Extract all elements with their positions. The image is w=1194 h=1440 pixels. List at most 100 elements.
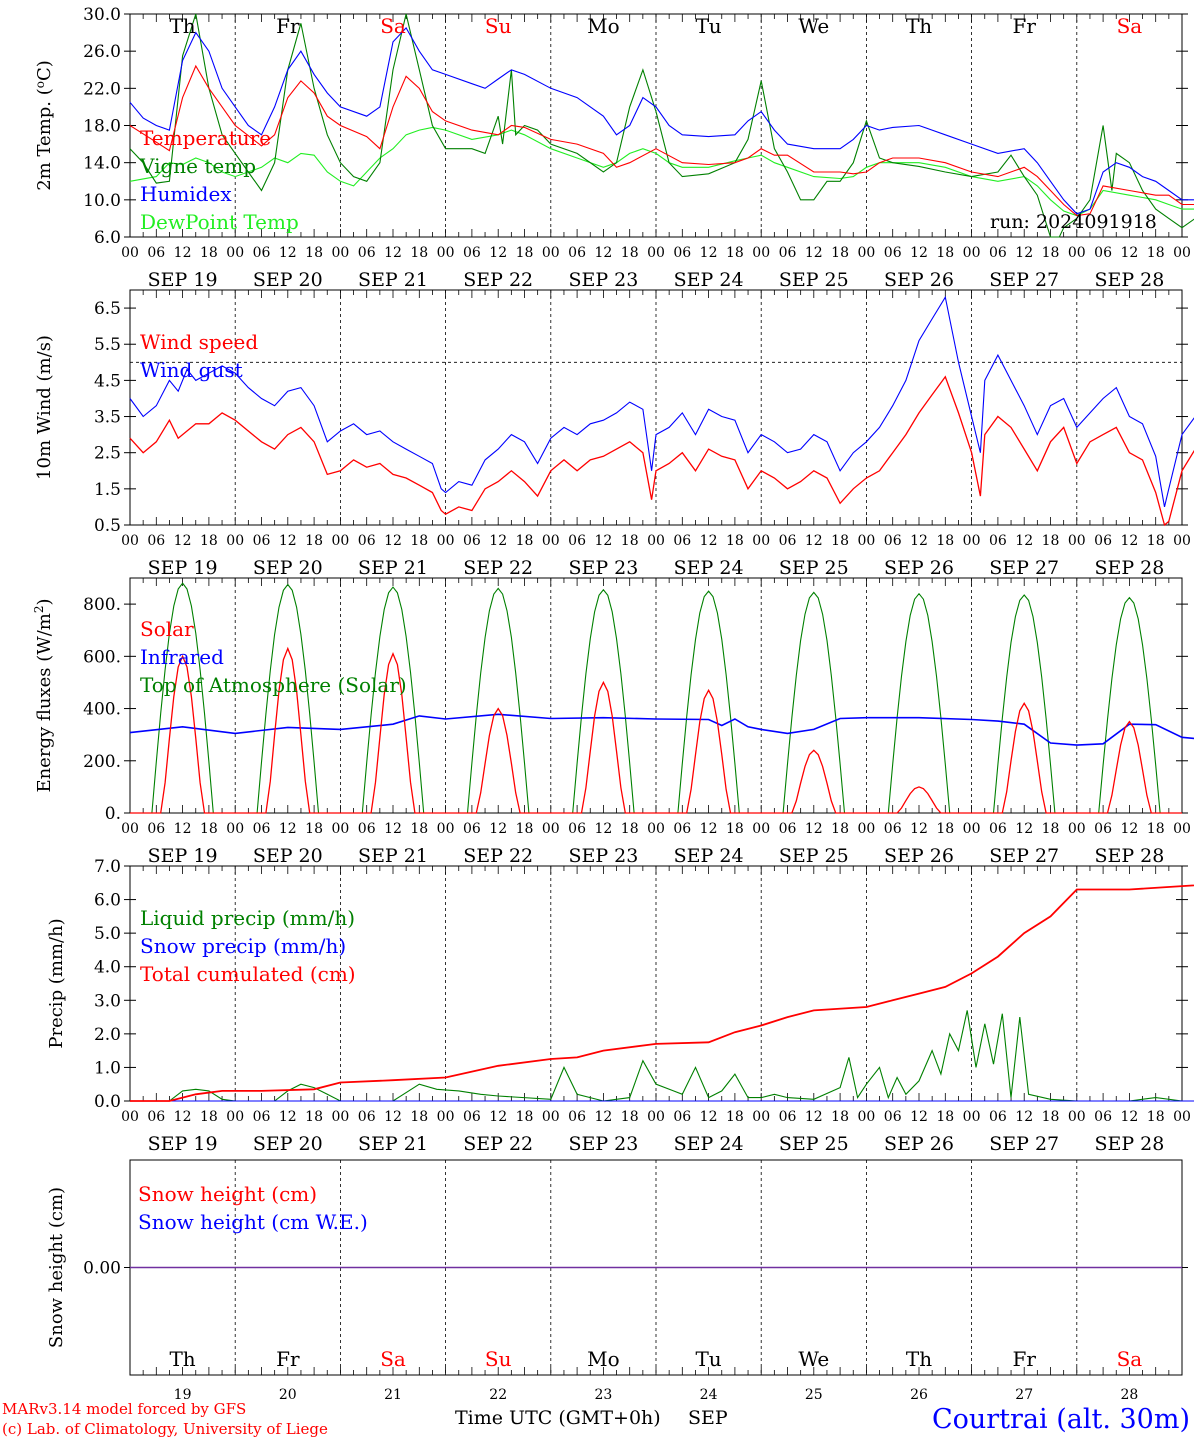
hour-tick-label: 12 — [174, 245, 192, 261]
day-of-week-label: Fr — [276, 14, 300, 38]
y-tick-label: 6.0 — [94, 228, 121, 248]
date-label: SEP 21 — [358, 557, 428, 579]
y-tick-label: 600. — [83, 647, 121, 667]
hour-tick-label: 06 — [253, 1109, 271, 1125]
date-label: SEP 28 — [1094, 1133, 1164, 1155]
hour-tick-label: 00 — [752, 1109, 770, 1125]
date-label: SEP 24 — [674, 845, 744, 867]
hour-tick-label: 06 — [989, 821, 1007, 837]
hour-tick-label: 00 — [1068, 245, 1086, 261]
hour-tick-label: 12 — [594, 1109, 612, 1125]
date-label: SEP 22 — [463, 557, 533, 579]
day-number-label: 22 — [489, 1387, 507, 1403]
y-tick-label: 7.0 — [94, 857, 121, 877]
day-of-week-label: Th — [906, 14, 932, 38]
y-axis-label: 10m Wind (m/s) — [34, 335, 55, 480]
hour-tick-label: 00 — [1173, 821, 1191, 837]
hour-tick-label: 00 — [963, 245, 981, 261]
date-label: SEP 20 — [253, 557, 323, 579]
date-label: SEP 26 — [884, 1133, 954, 1155]
y-tick-label: 26.0 — [83, 42, 121, 62]
run-label: run: 2024091918 — [990, 211, 1157, 233]
date-label: SEP 25 — [779, 845, 849, 867]
hour-tick-label: 06 — [568, 1109, 586, 1125]
hour-tick-label: 18 — [1147, 821, 1165, 837]
date-label: SEP 24 — [674, 269, 744, 291]
hour-tick-label: 00 — [1173, 1109, 1191, 1125]
hour-tick-label: 06 — [253, 821, 271, 837]
hour-tick-label: 18 — [410, 821, 428, 837]
hour-tick-label: 00 — [752, 821, 770, 837]
legend-entry: Humidex — [140, 182, 232, 206]
hour-tick-label: 06 — [463, 821, 481, 837]
hour-tick-label: 06 — [358, 533, 376, 549]
day-of-week-label: Fr — [1012, 1347, 1036, 1371]
y-tick-label: 6.0 — [94, 891, 121, 911]
hour-tick-label: 00 — [857, 821, 875, 837]
hour-tick-label: 12 — [384, 245, 402, 261]
hour-tick-label: 18 — [936, 1109, 954, 1125]
hour-tick-label: 12 — [489, 1109, 507, 1125]
hour-tick-label: 18 — [936, 533, 954, 549]
y-tick-label: 4.0 — [94, 958, 121, 978]
hour-tick-label: 00 — [857, 533, 875, 549]
y-axis-label: Energy fluxes (W/m2) — [32, 598, 55, 792]
y-tick-label: 0.5 — [94, 516, 121, 536]
hour-tick-label: 00 — [857, 245, 875, 261]
hour-tick-label: 18 — [200, 1109, 218, 1125]
day-of-week-label: Su — [485, 1347, 512, 1371]
y-axis-label: Precip (mm/h) — [46, 918, 67, 1048]
hour-tick-label: 00 — [1173, 245, 1191, 261]
hour-tick-label: 18 — [1042, 821, 1060, 837]
hour-tick-label: 12 — [700, 245, 718, 261]
hour-tick-label: 18 — [200, 821, 218, 837]
hour-tick-label: 06 — [673, 821, 691, 837]
date-label: SEP 22 — [463, 1133, 533, 1155]
hour-tick-label: 18 — [831, 1109, 849, 1125]
hour-tick-label: 12 — [174, 533, 192, 549]
date-label: SEP 27 — [989, 557, 1059, 579]
hour-tick-label: 00 — [1068, 821, 1086, 837]
day-of-week-label: Tu — [695, 14, 721, 38]
date-label: SEP 21 — [358, 845, 428, 867]
y-tick-label: 2.5 — [94, 444, 121, 464]
hour-tick-label: 00 — [1068, 1109, 1086, 1125]
y-tick-label: 1.5 — [94, 480, 121, 500]
hour-tick-label: 00 — [752, 533, 770, 549]
y-tick-label: 18.0 — [83, 117, 121, 137]
hour-tick-label: 12 — [279, 245, 297, 261]
hour-tick-label: 12 — [805, 821, 823, 837]
legend-entry: Snow height (cm W.E.) — [138, 1210, 368, 1234]
hour-tick-label: 18 — [305, 533, 323, 549]
hour-tick-label: 12 — [489, 821, 507, 837]
day-number-label: 19 — [174, 1387, 192, 1403]
day-of-week-label: Th — [169, 14, 195, 38]
hour-tick-label: 18 — [726, 533, 744, 549]
date-label: SEP 26 — [884, 557, 954, 579]
hour-tick-label: 00 — [647, 1109, 665, 1125]
date-label: SEP 28 — [1094, 845, 1164, 867]
hour-tick-label: 18 — [831, 245, 849, 261]
date-label: SEP 25 — [779, 557, 849, 579]
hour-tick-label: 18 — [200, 533, 218, 549]
y-tick-label: 4.5 — [94, 371, 121, 391]
hour-tick-label: 00 — [226, 245, 244, 261]
x-axis-label: Time UTC (GMT+0h) — [455, 1407, 661, 1429]
plot-frame — [129, 13, 1183, 238]
hour-tick-label: 00 — [121, 821, 139, 837]
hour-tick-label: 18 — [516, 821, 534, 837]
hour-tick-label: 18 — [305, 821, 323, 837]
hour-tick-label: 06 — [147, 245, 165, 261]
legend-entry: Infrared — [140, 645, 224, 669]
series-line — [129, 26, 1194, 215]
hour-tick-label: 18 — [1042, 1109, 1060, 1125]
snow-panel: 0.00 Snow height (cm) Snow height (cm) Snow… — [46, 1159, 1188, 1403]
hour-tick-label: 18 — [621, 533, 639, 549]
hour-tick-label: 18 — [936, 245, 954, 261]
date-label: SEP 24 — [674, 557, 744, 579]
day-of-week-label: We — [798, 1347, 829, 1371]
day-number-label: 27 — [1015, 1387, 1033, 1403]
hour-tick-label: 12 — [489, 245, 507, 261]
hour-tick-label: 00 — [963, 821, 981, 837]
